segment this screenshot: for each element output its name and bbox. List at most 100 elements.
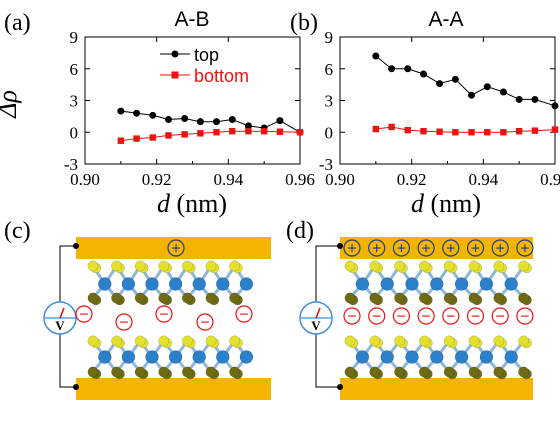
electron-symbol: − bbox=[119, 315, 128, 332]
hole-ring bbox=[167, 239, 185, 257]
electron-ring bbox=[343, 307, 361, 325]
wire-top bbox=[315, 245, 340, 302]
x-tick-label: 0.96 bbox=[285, 170, 315, 189]
mos2-bilayer-c bbox=[87, 260, 254, 380]
sulfur-atom bbox=[344, 260, 356, 272]
data-point-top bbox=[551, 102, 559, 110]
sulfur-atom bbox=[418, 366, 430, 378]
electron-ring bbox=[392, 307, 410, 325]
sulfur-atom bbox=[394, 260, 406, 272]
hole-symbol: + bbox=[471, 241, 480, 258]
bottom-electrode-d bbox=[340, 378, 533, 400]
y-tick-label: -3 bbox=[319, 155, 333, 174]
data-point-top bbox=[468, 91, 476, 99]
chart-a-series bbox=[117, 107, 304, 144]
molybdenum-atom bbox=[430, 350, 444, 364]
electron: − bbox=[466, 307, 485, 326]
electron-ring bbox=[491, 307, 509, 325]
sulfur-atom bbox=[158, 292, 170, 304]
sulfur-atom bbox=[369, 366, 381, 378]
terminal-dot bbox=[337, 384, 343, 390]
sulfur-atom bbox=[493, 366, 505, 378]
sulfur-atom bbox=[111, 260, 123, 272]
molybdenum-atom bbox=[380, 277, 394, 291]
series-line-bottom bbox=[120, 130, 301, 142]
sulfur-atom bbox=[111, 292, 123, 304]
electron-symbol: − bbox=[446, 309, 455, 326]
electrons-d: − − − − − − − − bbox=[343, 307, 534, 326]
electron-ring bbox=[417, 307, 435, 325]
data-point-top bbox=[276, 117, 284, 125]
sulfur-atom bbox=[344, 335, 356, 347]
data-point-bottom bbox=[388, 123, 395, 131]
electron-ring bbox=[155, 305, 173, 323]
sulfur-atom bbox=[493, 292, 505, 304]
electron: − bbox=[75, 305, 93, 324]
voltmeter-needle bbox=[59, 307, 65, 319]
chart-b-title: A-A bbox=[428, 8, 463, 31]
panel-label-a: (a) bbox=[4, 10, 31, 36]
electron: − bbox=[516, 307, 534, 326]
circuit-c: V bbox=[43, 243, 79, 390]
top-electrode-d bbox=[340, 237, 533, 259]
sulfur-atom bbox=[468, 260, 480, 272]
data-point-bottom bbox=[515, 127, 523, 135]
electron: − bbox=[115, 313, 133, 332]
chart-a-xlabel: d (nm) bbox=[157, 189, 227, 218]
sulfur-atom bbox=[418, 260, 430, 272]
sulfur-atom bbox=[394, 366, 406, 378]
data-point-top bbox=[451, 75, 459, 83]
data-point-top bbox=[483, 83, 491, 91]
circuit-d: V bbox=[299, 243, 343, 390]
electron-ring bbox=[442, 307, 460, 325]
electron-symbol: − bbox=[239, 307, 248, 324]
sulfur-atom bbox=[205, 260, 217, 272]
y-tick-label: 9 bbox=[70, 28, 79, 47]
electron: − bbox=[392, 307, 410, 326]
hole-ring bbox=[417, 239, 435, 257]
holes-c: + bbox=[167, 239, 185, 258]
panel-label-d: (d) bbox=[286, 218, 314, 244]
data-point-bottom bbox=[484, 129, 491, 136]
data-point-bottom bbox=[372, 125, 380, 133]
electron-ring bbox=[75, 305, 93, 323]
data-point-top bbox=[196, 118, 204, 126]
electron-ring bbox=[235, 305, 253, 323]
data-point-bottom bbox=[276, 128, 284, 135]
data-point-top bbox=[149, 111, 157, 119]
data-point-bottom bbox=[531, 127, 539, 134]
data-point-bottom bbox=[500, 129, 507, 136]
hole-ring bbox=[442, 239, 460, 257]
data-point-top bbox=[531, 95, 539, 103]
mos2-bilayer-d bbox=[344, 260, 532, 380]
hole-symbol: + bbox=[397, 241, 406, 258]
sulfur-atom bbox=[181, 260, 193, 272]
molybdenum-atom bbox=[168, 350, 183, 364]
data-point-bottom bbox=[551, 126, 559, 133]
terminal-dot bbox=[73, 243, 79, 249]
molybdenum-atom bbox=[98, 277, 112, 291]
voltmeter: V bbox=[299, 301, 333, 335]
molybdenum-atom bbox=[454, 277, 469, 291]
panel-b-chart: (b) A-A -3 0 3 6 9 0.90 0.92 0.94 0.96 d (nm) bbox=[290, 8, 560, 218]
hole-symbol: + bbox=[446, 241, 455, 258]
sulfur-atom bbox=[518, 366, 530, 378]
molybdenum-atom bbox=[504, 350, 518, 364]
hole-ring bbox=[516, 239, 534, 257]
molybdenum-atom bbox=[121, 350, 136, 364]
sulfur-atom bbox=[229, 292, 241, 304]
sulfur-atom bbox=[468, 335, 480, 347]
series-line-top bbox=[375, 55, 556, 107]
hole: + bbox=[516, 239, 534, 258]
y-tick-label: 3 bbox=[70, 92, 79, 111]
data-point-bottom bbox=[296, 129, 304, 136]
electron-symbol: − bbox=[159, 307, 168, 324]
electron: − bbox=[368, 307, 386, 326]
sulfur-atom bbox=[518, 335, 530, 347]
chart-a-x-ticks: 0.90 0.92 0.94 0.96 bbox=[70, 37, 315, 189]
top-electrode-c bbox=[76, 237, 271, 259]
electron-symbol: − bbox=[347, 309, 356, 326]
data-point-top bbox=[213, 118, 221, 126]
sulfur-atom bbox=[369, 335, 381, 347]
molybdenum-atom bbox=[479, 277, 494, 291]
